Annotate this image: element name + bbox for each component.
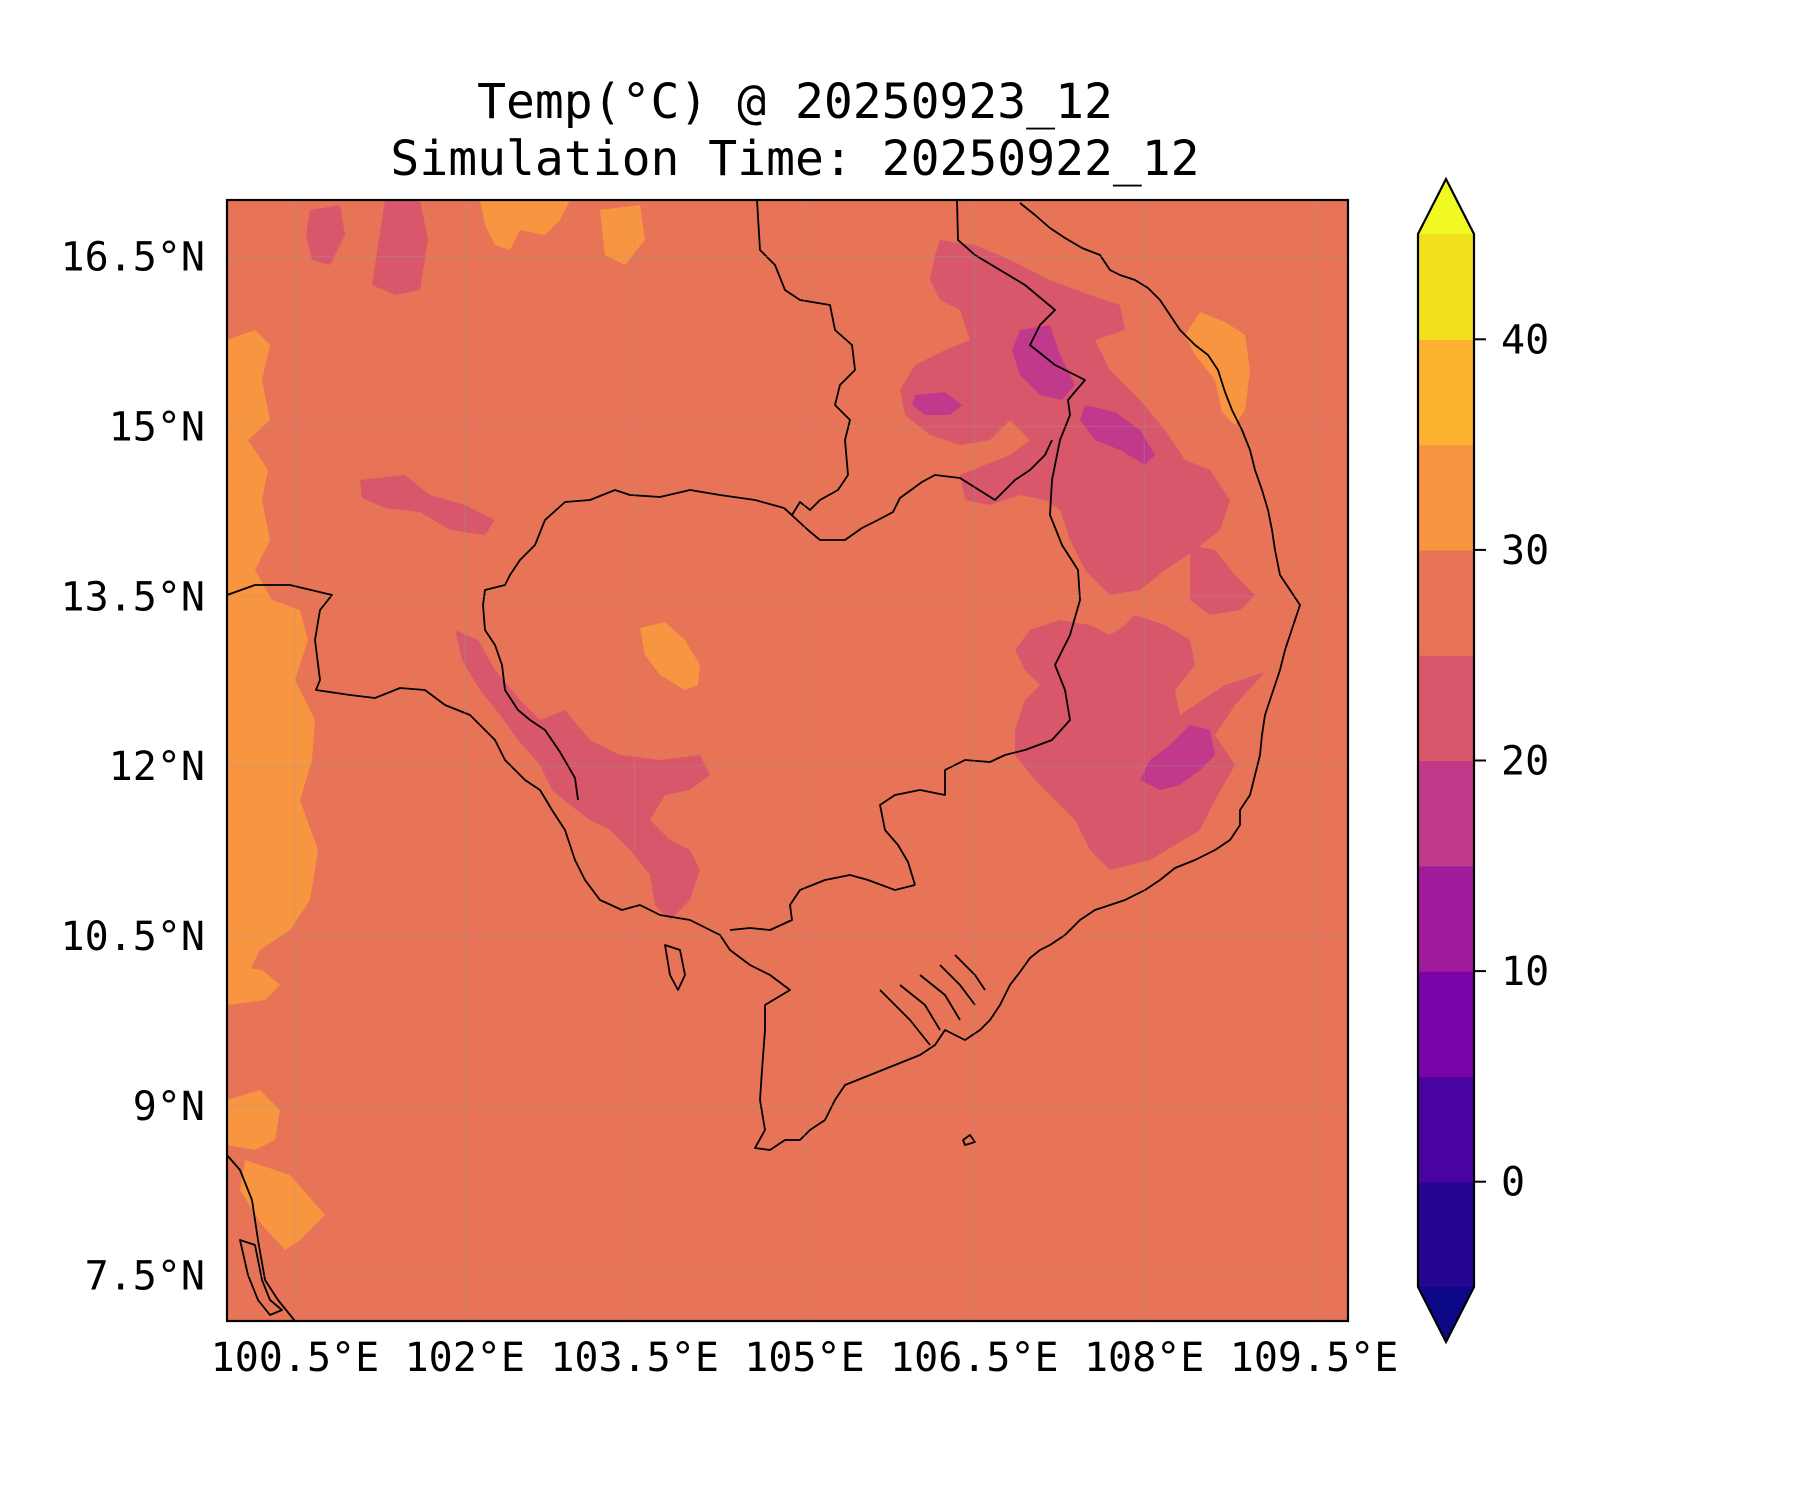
border-laos-vietnam <box>879 199 1086 886</box>
colorbar-segment <box>1418 339 1474 446</box>
colorbar-tick-label: 20 <box>1501 739 1549 785</box>
lon-tick-label: 102°E <box>405 1335 525 1381</box>
colorbar-outline <box>1416 176 1476 1345</box>
contour-cold-southeast-core <box>1140 725 1215 790</box>
lat-tick-label: 15°N <box>109 404 205 450</box>
island-southwest-gulf <box>239 1239 283 1316</box>
coastlines-and-borders <box>226 199 1301 1322</box>
colorbar-tick-label: 0 <box>1501 1160 1525 1206</box>
colorbar: 0 10 20 30 40 <box>1416 176 1549 1345</box>
contour-warm-north <box>480 200 645 265</box>
lat-tick-label: 16.5°N <box>61 235 206 281</box>
contour-cool-northwest <box>306 200 428 295</box>
lon-tick-label: 100.5°E <box>211 1335 380 1381</box>
contour-cool-northeast <box>900 240 1230 595</box>
contour-warm-west-strip <box>227 330 318 1000</box>
colorbar-tick-label: 40 <box>1501 317 1549 363</box>
lat-tick-label: 13.5°N <box>61 574 206 620</box>
colorbar-segment <box>1418 655 1474 762</box>
contour-cool-east-coast <box>1190 545 1255 615</box>
lon-tick-label: 108°E <box>1084 1335 1204 1381</box>
contour-warm-central <box>640 622 700 690</box>
colorbar-segment <box>1418 549 1474 656</box>
mekong-delta-channels <box>879 954 986 1046</box>
coast-gulf-west-south <box>226 1154 296 1322</box>
border-laos-cambodia <box>783 439 1053 541</box>
map-frame <box>225 198 1350 1323</box>
lon-tick-label: 109.5°E <box>1230 1335 1399 1381</box>
title-line-1: Temp(°C) @ 20250923_12 <box>477 74 1113 130</box>
coast-thailand-west <box>226 202 1301 1151</box>
contour-cool-southeast <box>1015 615 1265 870</box>
border-thailand-cambodia <box>482 489 785 801</box>
temperature-contours <box>227 200 1265 1250</box>
colorbar-segment <box>1418 444 1474 551</box>
colorbar-segment <box>1418 760 1474 867</box>
temperature-map <box>225 198 1350 1323</box>
colorbar-segment <box>1418 1076 1474 1183</box>
colorbar-segment <box>1418 1181 1474 1288</box>
title-line-2: Simulation Time: 20250922_12 <box>390 131 1199 187</box>
colorbar-tick-label: 10 <box>1501 949 1549 995</box>
lat-tick-label: 7.5°N <box>85 1254 205 1300</box>
latitude-axis: 16.5°N 15°N 13.5°N 12°N 10.5°N 9°N 7.5°N <box>61 235 206 1300</box>
longitude-axis: 100.5°E 102°E 103.5°E 105°E 106.5°E 108°E 109.… <box>211 1335 1399 1381</box>
lat-tick-label: 10.5°N <box>61 914 206 960</box>
colorbar-tick-label: 30 <box>1501 528 1549 574</box>
island-con-dao <box>962 1134 976 1146</box>
contour-warm-west-south <box>227 1090 325 1250</box>
lat-tick-label: 12°N <box>109 744 205 790</box>
colorbar-segment <box>1418 234 1474 340</box>
lon-tick-label: 105°E <box>744 1335 864 1381</box>
colorbar-over-extension <box>1418 179 1474 234</box>
contour-cold-northeast-core <box>912 325 1155 465</box>
contour-cool-tonle-sap-southwest <box>455 630 710 920</box>
contour-cool-west-band <box>360 475 495 535</box>
map-gridlines <box>227 200 1348 1321</box>
lon-tick-label: 106.5°E <box>890 1335 1059 1381</box>
colorbar-segment <box>1418 865 1474 972</box>
island-phu-quoc <box>664 944 686 991</box>
border-cambodia-vietnam-south <box>729 874 916 931</box>
contour-warm-west-mid <box>227 965 280 1005</box>
colorbar-under-extension <box>1418 1287 1474 1342</box>
colorbar-segment <box>1418 971 1474 1077</box>
lon-tick-label: 103.5°E <box>550 1335 719 1381</box>
lat-tick-label: 9°N <box>133 1084 205 1130</box>
border-thailand-laos <box>756 199 856 516</box>
